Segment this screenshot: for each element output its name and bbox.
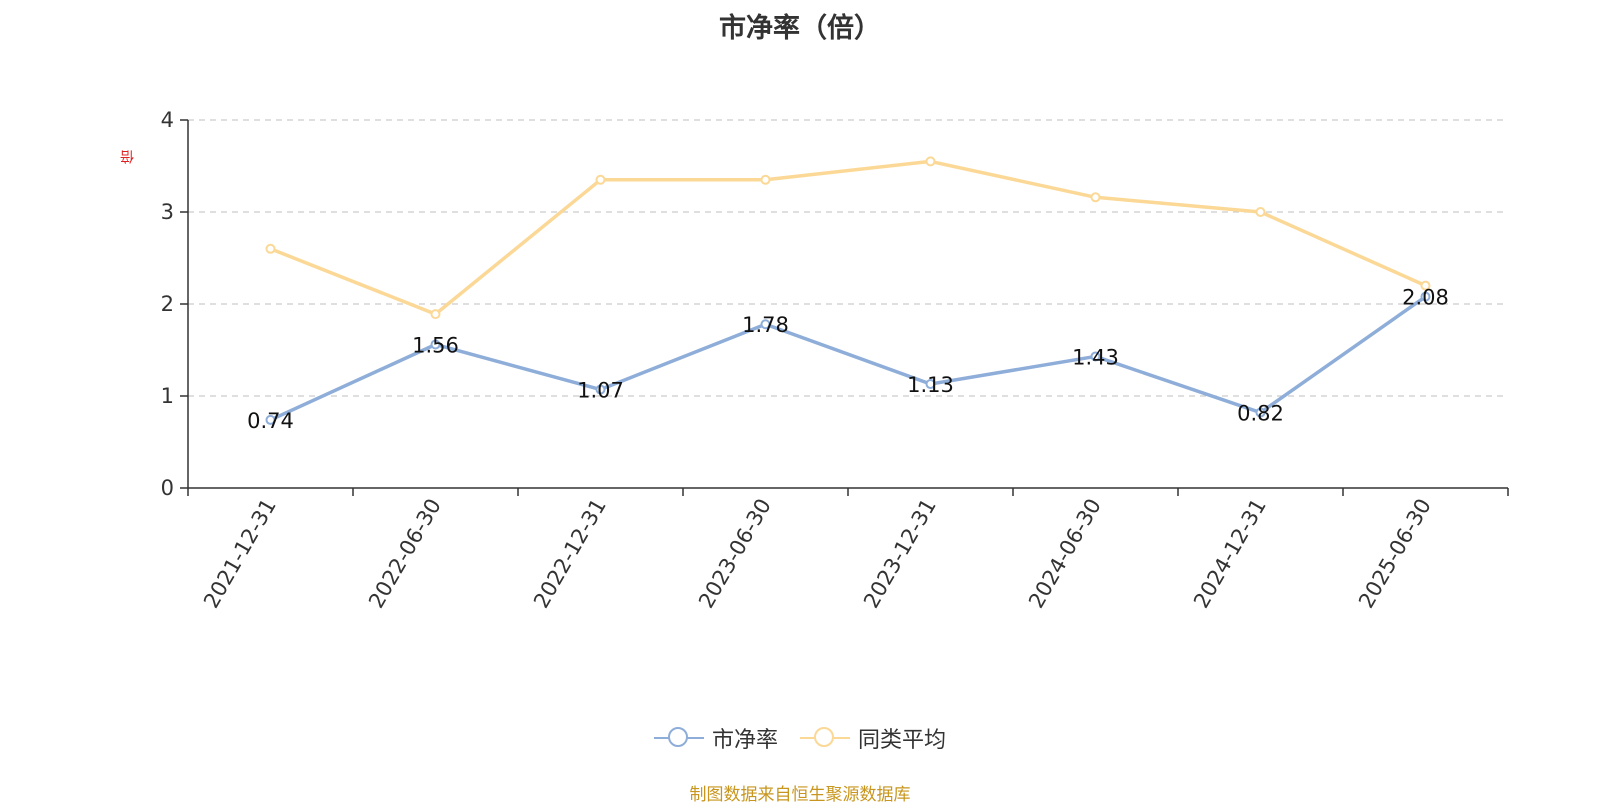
x-tick-label: 2024-12-31: [1189, 495, 1271, 613]
data-label: 1.78: [742, 313, 789, 337]
legend-item-peer-average[interactable]: 同类平均: [800, 722, 946, 754]
data-point: [1255, 207, 1266, 217]
y-tick-label: 1: [161, 384, 174, 408]
y-tick-label: 0: [161, 476, 174, 500]
data-point: [1090, 192, 1101, 203]
y-tick-label: 3: [161, 200, 174, 224]
x-tick-label: 2025-06-30: [1354, 495, 1436, 613]
x-tick-label: 2023-12-31: [859, 495, 941, 613]
series-line: [269, 159, 1427, 316]
legend-label-pb: 市净率: [711, 728, 778, 753]
data-label: 0.82: [1237, 402, 1284, 426]
legend-item-pb[interactable]: 市净率: [653, 722, 778, 754]
data-label: 0.74: [247, 409, 294, 433]
data-point: [1420, 280, 1431, 291]
data-point: [925, 156, 936, 167]
legend-marker-pb-icon: [653, 726, 704, 750]
x-tick-label: 2022-06-30: [364, 495, 446, 613]
legend-dot: [814, 727, 834, 747]
data-point: [430, 309, 441, 320]
data-point: [925, 379, 936, 390]
data-point: [430, 339, 441, 350]
data-label: 1.43: [1072, 345, 1119, 369]
data-label: 1.13: [907, 373, 954, 397]
y-tick-label: 2: [161, 292, 174, 316]
legend: 市净率 同类平均: [0, 722, 1600, 754]
data-label: 1.56: [412, 333, 459, 357]
x-tick-label: 2021-12-31: [199, 495, 281, 613]
y-tick-label: 4: [161, 108, 174, 132]
series-line: [269, 295, 1427, 422]
chart-title: 市净率（倍）: [719, 13, 881, 44]
data-point: [1420, 291, 1431, 302]
data-point: [1255, 407, 1266, 418]
data-source-note: 制图数据来自恒生聚源数据库: [689, 785, 911, 805]
x-tick-label: 2022-12-31: [529, 495, 611, 613]
legend-marker-peer-average-icon: [800, 726, 850, 750]
data-label: 2.08: [1402, 286, 1449, 310]
legend-dot: [667, 727, 688, 747]
x-tick-label: 2023-06-30: [694, 495, 776, 613]
data-point: [760, 319, 771, 330]
data-point: [595, 384, 606, 395]
legend-label-peer-average: 同类平均: [858, 728, 947, 753]
x-tick-label: 2024-06-30: [1024, 495, 1106, 613]
data-label: 1.07: [577, 379, 624, 403]
data-point: [1090, 351, 1101, 362]
data-point: [760, 174, 771, 185]
data-point: [265, 243, 276, 254]
data-point: [265, 414, 276, 425]
data-point: [595, 174, 606, 185]
